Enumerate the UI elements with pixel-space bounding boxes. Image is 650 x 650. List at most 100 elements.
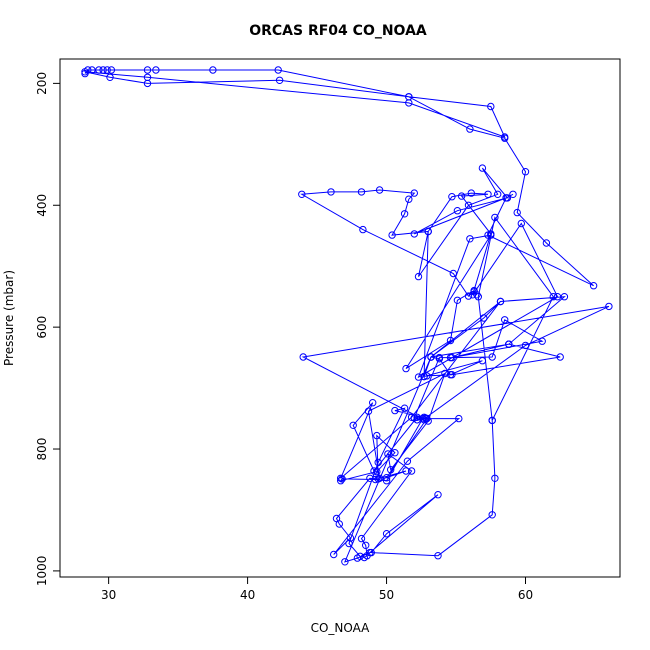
data-point: [470, 286, 478, 295]
data-point: [373, 467, 381, 476]
data-point: [387, 466, 395, 474]
data-point: [407, 467, 416, 475]
data-point: [384, 450, 392, 458]
data-point: [99, 66, 107, 74]
data-point: [501, 316, 509, 324]
data-point: [357, 534, 366, 543]
data-point: [446, 371, 455, 379]
data-point: [487, 230, 495, 238]
data-point: [424, 227, 432, 236]
y-axis-label: Pressure (mbar): [2, 270, 16, 366]
data-point: [152, 66, 160, 74]
data-point: [427, 353, 435, 361]
data-point: [410, 230, 418, 238]
data-point: [346, 534, 355, 542]
data-point: [81, 68, 89, 76]
data-point: [457, 192, 466, 200]
data-point: [496, 297, 505, 306]
y-tick-label: 400: [35, 194, 49, 217]
data-point: [382, 474, 391, 482]
data-point: [487, 102, 495, 111]
data-point: [357, 188, 366, 196]
data-point: [298, 190, 306, 199]
data-point: [560, 293, 569, 301]
data-point: [553, 293, 562, 301]
data-point: [542, 239, 551, 247]
data-point: [513, 208, 521, 217]
data-point: [400, 210, 409, 218]
data-point: [501, 134, 509, 142]
data-point: [478, 357, 487, 365]
data-point: [364, 407, 373, 415]
data-point: [341, 558, 349, 566]
data-point: [405, 93, 413, 101]
data-point: [435, 355, 444, 363]
data-point: [106, 73, 114, 82]
data-point: [488, 353, 496, 361]
series-line: [84, 69, 610, 563]
data-point: [434, 552, 442, 560]
data-point: [143, 66, 152, 74]
data-point: [373, 431, 381, 440]
data-point: [455, 414, 463, 423]
data-point: [449, 269, 457, 278]
data-point: [209, 66, 217, 74]
y-axis: 200 400 600 800 1000: [35, 72, 61, 587]
data-point: [371, 475, 380, 484]
data-point: [538, 337, 546, 345]
data-point: [400, 404, 409, 412]
data-point: [605, 302, 613, 311]
data-point: [420, 416, 428, 424]
data-point: [556, 353, 564, 361]
data-point: [330, 550, 338, 559]
data-point: [327, 188, 335, 196]
data-point: [414, 373, 423, 381]
x-tick-label: 40: [240, 588, 255, 602]
data-point: [521, 341, 530, 350]
data-point: [478, 164, 487, 172]
data-point: [413, 413, 421, 421]
data-point: [275, 76, 284, 85]
data-point: [448, 353, 456, 362]
data-point: [517, 219, 525, 228]
data-point: [491, 213, 499, 222]
data-point: [391, 449, 399, 457]
data-point: [488, 511, 496, 519]
data-point: [448, 193, 456, 201]
data-point: [338, 475, 346, 483]
data-point: [466, 235, 474, 243]
data-point: [369, 399, 377, 407]
data-point: [491, 474, 499, 482]
data-point: [464, 201, 473, 210]
data-point: [349, 421, 357, 429]
data-point: [484, 190, 492, 199]
data-point: [362, 541, 370, 549]
data-point: [423, 372, 431, 380]
y-tick-label: 1000: [35, 556, 49, 587]
data-point: [505, 340, 513, 348]
data-point: [374, 475, 382, 483]
data-point: [403, 457, 412, 465]
data-point: [375, 186, 384, 194]
data-point: [335, 520, 343, 528]
data-point: [420, 372, 428, 381]
data-point: [410, 189, 418, 197]
data-point: [434, 491, 442, 499]
data-point: [589, 282, 598, 290]
data-point: [509, 190, 517, 199]
data-point: [143, 79, 152, 88]
data-point: [370, 467, 378, 475]
data-point: [388, 231, 396, 239]
data-point: [446, 336, 455, 345]
data-point: [405, 195, 413, 203]
data-point: [453, 207, 462, 215]
y-tick-label: 200: [35, 72, 49, 95]
data-point: [299, 353, 307, 361]
data-point: [421, 414, 430, 422]
data-point: [414, 272, 423, 281]
x-axis: 30 40 50 60: [101, 576, 533, 602]
data-point: [367, 548, 375, 557]
data-point: [453, 296, 462, 304]
